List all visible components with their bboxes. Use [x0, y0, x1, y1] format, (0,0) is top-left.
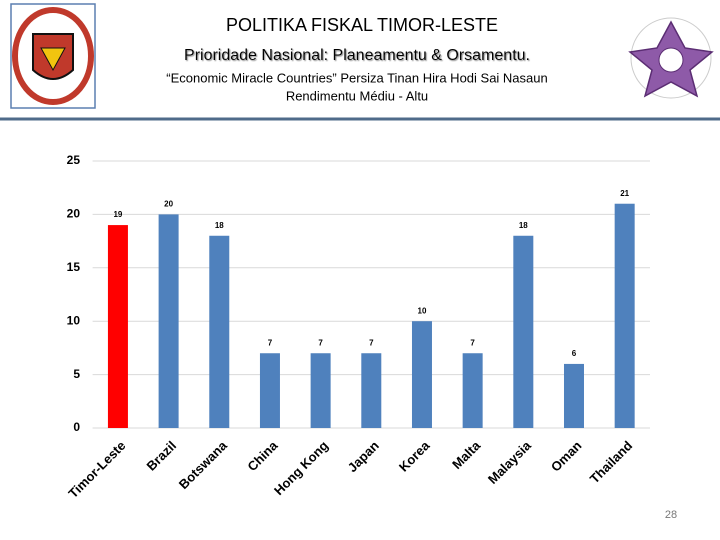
bar — [310, 353, 331, 428]
bar — [158, 214, 179, 428]
left-logo — [10, 3, 96, 109]
x-tick-label: Korea — [396, 437, 433, 474]
bar — [462, 353, 483, 428]
bar — [614, 203, 635, 428]
note-line: Rendimentu Médiu - Altu — [286, 88, 428, 103]
slide-title: POLITIKA FISKAL TIMOR-LESTE — [226, 15, 498, 35]
y-tick-label: 20 — [67, 207, 81, 221]
bar — [411, 321, 432, 428]
y-tick-label: 15 — [67, 260, 81, 274]
x-tick-label: Malta — [449, 437, 484, 472]
x-tick-label: Oman — [548, 438, 585, 475]
data-label: 6 — [572, 349, 577, 358]
note-line: “Economic Miracle Countries” Persiza Tin… — [166, 70, 547, 85]
data-label: 21 — [620, 189, 629, 198]
right-logo — [628, 17, 714, 99]
y-tick-label: 5 — [73, 367, 80, 381]
bar — [513, 235, 534, 428]
data-label: 7 — [318, 338, 323, 347]
bar — [259, 353, 280, 428]
x-tick-label: China — [244, 437, 281, 474]
y-tick-label: 0 — [73, 420, 80, 434]
y-tick-label: 25 — [67, 153, 81, 167]
x-tick-label: Malaysia — [485, 437, 534, 486]
data-label: 18 — [215, 221, 224, 230]
data-label: 7 — [369, 338, 374, 347]
chart: 0 5 10 15 20 25 Timor-Leste 19 Brazil 20 Botswana 1… — [65, 153, 650, 501]
data-label: 19 — [113, 210, 122, 219]
y-tick-label: 10 — [67, 313, 81, 327]
page-number: 28 — [665, 509, 677, 521]
bar — [361, 353, 382, 428]
bar — [563, 363, 584, 428]
x-tick-label: Timor-Leste — [65, 438, 128, 501]
data-label: 18 — [519, 221, 528, 230]
x-tick-label: Hong Kong — [271, 438, 331, 498]
data-label: 7 — [268, 338, 273, 347]
data-label: 10 — [418, 306, 427, 315]
x-tick-label: Thailand — [587, 438, 635, 486]
bar — [107, 225, 128, 428]
x-tick-label: Brazil — [144, 438, 180, 474]
x-tick-label: Japan — [345, 438, 382, 475]
data-label: 7 — [470, 338, 475, 347]
slide-subtitle: Prioridade Nasional: Planeamentu & Orsam… — [184, 47, 530, 64]
bar — [209, 235, 230, 428]
x-tick-label: Botswana — [176, 437, 231, 492]
data-label: 20 — [164, 200, 173, 209]
